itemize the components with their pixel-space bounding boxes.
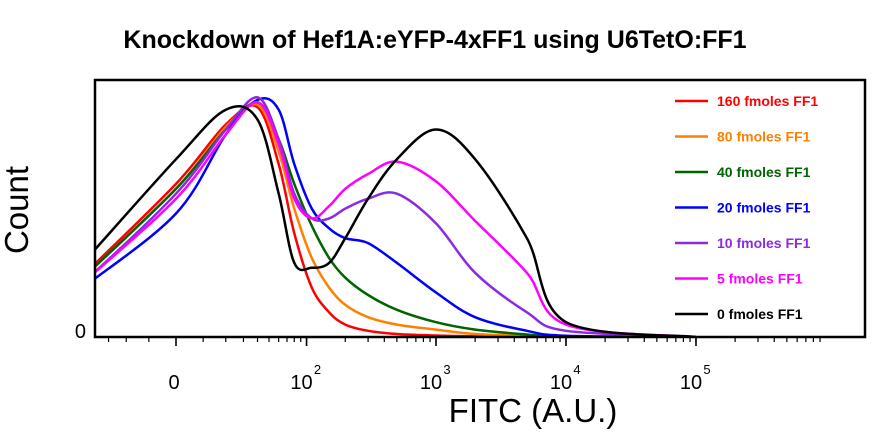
legend-label: 20 fmoles FF1 xyxy=(717,200,811,216)
x-tick-label: 104 xyxy=(550,362,581,394)
x-axis-label: FITC (A.U.) xyxy=(449,392,618,429)
series-line-10-fmoles-ff1 xyxy=(95,96,697,337)
x-tick-label: 105 xyxy=(680,362,711,394)
x-tick-label: 103 xyxy=(420,362,451,394)
x-tick-label: 102 xyxy=(290,362,321,394)
x-tick-base: 0 xyxy=(168,372,179,394)
legend-item: 160 fmoles FF1 xyxy=(675,93,818,109)
series-line-0-fmoles-ff1 xyxy=(95,105,697,337)
legend-item: 10 fmoles FF1 xyxy=(675,235,811,251)
x-tick-exponent: 2 xyxy=(314,362,321,377)
legend-label: 10 fmoles FF1 xyxy=(717,235,811,251)
legend-item: 40 fmoles FF1 xyxy=(675,164,811,180)
x-tick-base: 10 xyxy=(550,372,572,394)
legend-label: 160 fmoles FF1 xyxy=(717,93,818,109)
legend-label: 5 fmoles FF1 xyxy=(717,271,803,287)
series-line-40-fmoles-ff1 xyxy=(95,101,696,337)
x-tick-exponent: 4 xyxy=(573,362,580,377)
x-tick-base: 10 xyxy=(680,372,702,394)
legend-label: 0 fmoles FF1 xyxy=(717,306,803,322)
legend-label: 80 fmoles FF1 xyxy=(717,129,811,145)
x-tick-base: 10 xyxy=(290,372,312,394)
y-axis-label: Count xyxy=(0,166,35,254)
legend-item: 0 fmoles FF1 xyxy=(675,306,803,322)
chart-title: Knockdown of Hef1A:eYFP-4xFF1 using U6Te… xyxy=(123,26,746,54)
x-tick-exponent: 5 xyxy=(703,362,710,377)
y-axis: 0 xyxy=(75,321,86,343)
x-tick-exponent: 3 xyxy=(443,362,450,377)
legend-item: 5 fmoles FF1 xyxy=(675,271,803,287)
legend: 160 fmoles FF1 80 fmoles FF1 40 fmoles FF1… xyxy=(675,93,818,322)
x-tick-label: 0 xyxy=(168,372,179,394)
y-tick-label: 0 xyxy=(75,321,86,343)
plot-area xyxy=(95,96,697,337)
series-lines xyxy=(95,96,697,337)
legend-label: 40 fmoles FF1 xyxy=(717,164,811,180)
legend-item: 80 fmoles FF1 xyxy=(675,129,811,145)
x-tick-base: 10 xyxy=(420,372,442,394)
plot-frame xyxy=(93,78,867,339)
legend-item: 20 fmoles FF1 xyxy=(675,200,811,216)
series-line-20-fmoles-ff1 xyxy=(95,96,697,337)
series-line-5-fmoles-ff1 xyxy=(95,101,697,337)
